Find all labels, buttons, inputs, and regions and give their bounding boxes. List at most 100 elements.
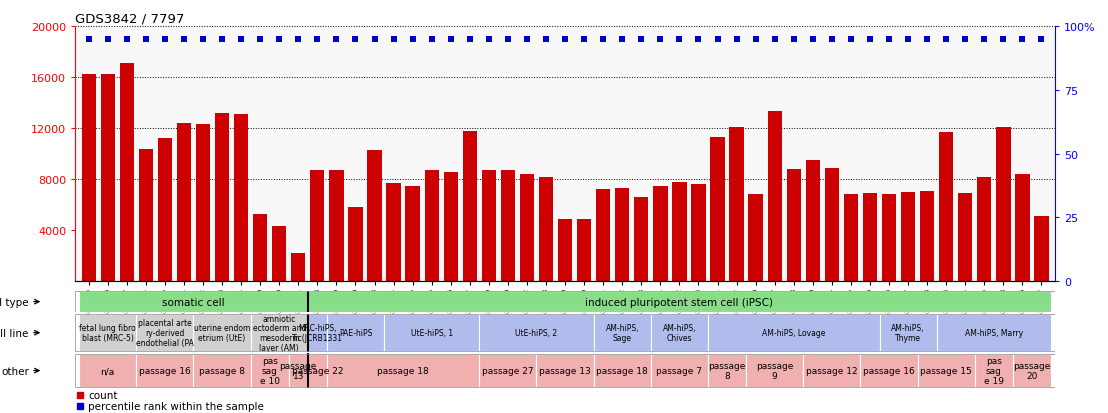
Text: cell type: cell type (0, 297, 29, 307)
Point (919, 36, 936, 43)
Bar (1015, 175, 1029, 282)
Point (537, 36, 555, 43)
Text: AM-hiPS,
Sage: AM-hiPS, Sage (605, 323, 639, 342)
Point (423, 36, 441, 43)
Bar (634, 197, 648, 282)
Bar (136, 354, 194, 387)
Bar (615, 189, 629, 282)
Text: UtE-hiPS, 1: UtE-hiPS, 1 (411, 328, 453, 337)
Bar (101, 75, 115, 282)
Text: somatic cell: somatic cell (162, 297, 225, 307)
Bar (538, 177, 553, 282)
Text: AM-hiPS,
Thyme: AM-hiPS, Thyme (891, 323, 925, 342)
Bar (729, 128, 743, 282)
Point (956, 36, 974, 43)
Bar (482, 171, 496, 282)
Text: passage 8: passage 8 (199, 366, 245, 375)
Text: percentile rank within the sample: percentile rank within the sample (88, 401, 264, 411)
Text: passage 22: passage 22 (291, 366, 343, 375)
Point (137, 36, 155, 43)
Text: AM-hiPS, Marry: AM-hiPS, Marry (965, 328, 1023, 337)
Bar (194, 354, 250, 387)
Bar (480, 354, 536, 387)
Text: uterine endom
etrium (UtE): uterine endom etrium (UtE) (194, 323, 250, 342)
Text: passage 18: passage 18 (377, 366, 429, 375)
Bar (310, 171, 325, 282)
Point (519, 36, 536, 43)
Text: induced pluripotent stem cell (iPSC): induced pluripotent stem cell (iPSC) (585, 297, 773, 307)
Point (766, 36, 783, 43)
Bar (558, 219, 572, 282)
Bar (250, 314, 308, 351)
Text: passage
8: passage 8 (708, 361, 746, 380)
Bar (384, 314, 480, 351)
Point (384, 36, 402, 43)
Bar (308, 314, 327, 351)
Bar (975, 354, 1013, 387)
Point (652, 36, 669, 43)
Text: passage 7: passage 7 (656, 366, 702, 375)
Bar (368, 150, 381, 282)
Point (900, 36, 917, 43)
Bar (79, 292, 308, 312)
Bar (708, 314, 880, 351)
Bar (194, 314, 250, 351)
Bar (253, 214, 267, 282)
Bar (824, 168, 839, 282)
Bar (273, 227, 286, 282)
Point (289, 36, 307, 43)
Point (804, 36, 822, 43)
Point (270, 36, 288, 43)
Bar (920, 191, 934, 282)
Bar (520, 175, 534, 282)
Point (670, 36, 688, 43)
Text: MRC-hiPS,
Tic(JCRB1331: MRC-hiPS, Tic(JCRB1331 (291, 323, 342, 342)
Point (975, 36, 993, 43)
Text: pas
sag
e 10: pas sag e 10 (259, 356, 279, 385)
Bar (250, 354, 289, 387)
Bar (79, 314, 136, 351)
Bar (424, 171, 439, 282)
Bar (708, 354, 746, 387)
Text: UtE-hiPS, 2: UtE-hiPS, 2 (515, 328, 557, 337)
Text: passage
20: passage 20 (1013, 361, 1050, 380)
Point (213, 36, 230, 43)
Bar (82, 75, 95, 282)
Bar (806, 161, 820, 282)
Point (880, 36, 897, 43)
Point (614, 36, 632, 43)
Point (99, 36, 116, 43)
Bar (327, 354, 480, 387)
Bar (958, 194, 973, 282)
Bar (996, 128, 1010, 282)
Point (117, 36, 135, 43)
Text: other: other (1, 366, 29, 376)
Point (689, 36, 707, 43)
Bar (327, 314, 384, 351)
Bar (594, 354, 650, 387)
Point (442, 36, 460, 43)
Bar (291, 254, 306, 282)
Bar (196, 125, 211, 282)
Bar (901, 192, 915, 282)
Bar (882, 195, 896, 282)
Bar (308, 292, 1051, 312)
Text: passage 16: passage 16 (138, 366, 191, 375)
Text: n/a: n/a (101, 366, 115, 375)
Point (1033, 36, 1050, 43)
Bar (691, 185, 706, 282)
Bar (79, 354, 136, 387)
Text: passage
9: passage 9 (756, 361, 793, 380)
Point (252, 36, 269, 43)
Bar (977, 177, 992, 282)
Bar (177, 123, 191, 282)
Text: passage 27: passage 27 (482, 366, 534, 375)
Bar (536, 354, 594, 387)
Point (937, 36, 955, 43)
Point (461, 36, 479, 43)
Bar (768, 112, 782, 282)
Point (995, 36, 1013, 43)
Bar (406, 186, 420, 282)
Bar (749, 195, 762, 282)
Text: pas
sag
e 19: pas sag e 19 (984, 356, 1004, 385)
